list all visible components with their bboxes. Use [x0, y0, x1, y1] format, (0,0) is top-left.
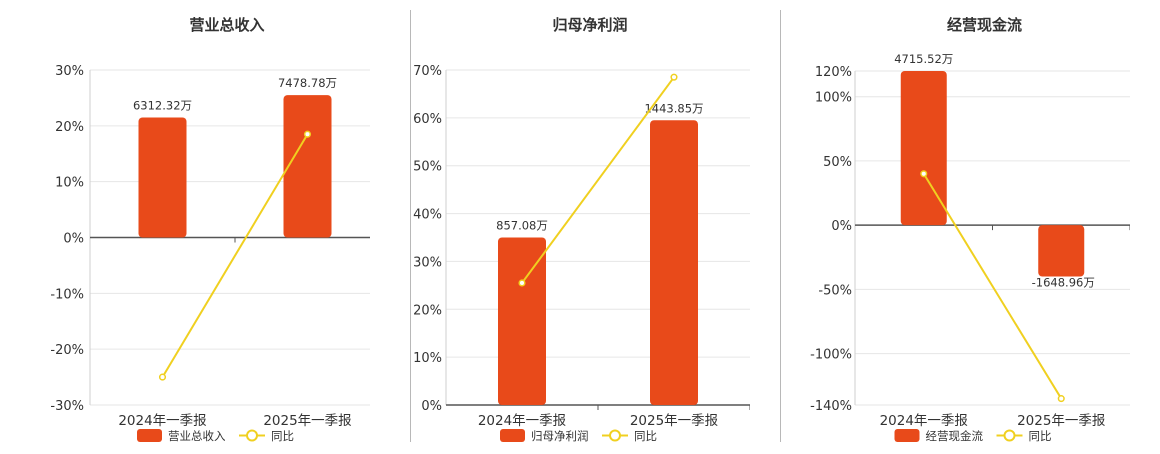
net-profit-y-tick-label: 50%: [413, 160, 442, 175]
net-profit-legend-bar-label: 归母净利润: [531, 429, 589, 443]
cash-flow-legend-bar-swatch: [894, 429, 920, 442]
revenue-yoy-point: [303, 130, 312, 138]
net-profit-y-tick-label: 20%: [413, 303, 442, 318]
cash-flow-y-tick-label: 0%: [831, 219, 852, 234]
net-profit-bar-data-label: 1443.85万: [644, 101, 703, 115]
cash-flow-chart: 经营现金流 120% 100% 50% 0% -50% -100% -140% 4715.52万…: [810, 16, 1131, 443]
cash-flow-legend-line-marker: [1003, 429, 1016, 442]
cash-flow-yoy-point: [920, 170, 928, 178]
cash-flow-chart-panel: 经营现金流 120% 100% 50% 0% -50% -100% -140% 4715.52万…: [760, 0, 1131, 450]
revenue-bar-data-label: 7478.78万: [278, 76, 337, 90]
net-profit-x-tick-label: 2024年一季报: [478, 413, 566, 429]
net-profit-y-tick-label: 60%: [413, 112, 442, 127]
cash-flow-y-tick-label: -100%: [810, 348, 852, 363]
revenue-bar: [283, 95, 332, 238]
cash-flow-legend-line-label: 同比: [1029, 429, 1052, 443]
net-profit-y-tick-label: 0%: [421, 399, 442, 414]
cash-flow-bar-data-label: -1648.96万: [1032, 276, 1095, 290]
cash-flow-legend-bar-label: 经营现金流: [926, 429, 984, 443]
revenue-bar: [138, 117, 187, 238]
revenue-x-tick-label: 2025年一季报: [263, 413, 351, 429]
cash-flow-bar: [1038, 225, 1085, 277]
cash-flow-y-tick-label: 50%: [823, 155, 852, 170]
revenue-legend-bar-swatch: [137, 429, 162, 442]
net-profit-legend-line-label: 同比: [634, 429, 657, 443]
cash-flow-yoy-line: [922, 173, 1063, 400]
net-profit-yoy-point: [670, 73, 678, 81]
revenue-yoy-line: [161, 133, 309, 378]
cash-flow-x-tick-label: 2025年一季报: [1017, 413, 1105, 429]
revenue-chart: 营业总收入 30% 20% 10% 0% -10% -20% -30% 6312.32万 7478…: [50, 16, 381, 443]
cash-flow-bar-data-label: 4715.52万: [894, 52, 953, 66]
revenue-y-tick-label: -20%: [50, 343, 84, 358]
revenue-chart-panel: 营业总收入 30% 20% 10% 0% -10% -20% -30% 6312.32万 7478…: [0, 0, 381, 450]
net-profit-chart: 归母净利润 70% 60% 50% 40% 30% 20% 10% 0% 857.08万 1443.…: [413, 16, 751, 443]
net-profit-bar-data-label: 857.08万: [496, 219, 548, 233]
cash-flow-y-tick-label: -140%: [810, 399, 852, 414]
panel-divider: [410, 10, 411, 442]
revenue-legend-bar-label: 营业总收入: [168, 429, 226, 443]
revenue-y-tick-label: -30%: [50, 399, 84, 414]
revenue-y-tick-label: 0%: [63, 232, 84, 247]
revenue-y-tick-label: -10%: [50, 287, 84, 302]
net-profit-bar: [650, 120, 698, 405]
cash-flow-y-tick-label: 120%: [815, 65, 852, 80]
revenue-legend-line-label: 同比: [271, 429, 294, 443]
net-profit-legend-bar-swatch: [500, 429, 525, 442]
panel-divider: [780, 10, 781, 442]
net-profit-chart-panel: 归母净利润 70% 60% 50% 40% 30% 20% 10% 0% 857.08万 1443.…: [380, 0, 751, 450]
cash-flow-yoy-point: [1057, 395, 1065, 403]
revenue-legend-line-marker: [246, 429, 258, 442]
revenue-bar-data-label: 6312.32万: [133, 98, 192, 112]
net-profit-chart-title: 归母净利润: [552, 16, 627, 34]
cash-flow-x-tick-label: 2024年一季报: [880, 413, 968, 429]
net-profit-y-tick-label: 30%: [413, 255, 442, 270]
revenue-y-tick-label: 20%: [55, 120, 84, 135]
revenue-x-tick-label: 2024年一季报: [118, 413, 206, 429]
cash-flow-y-tick-label: 100%: [815, 91, 852, 106]
cash-flow-chart-title: 经营现金流: [947, 16, 1022, 34]
net-profit-y-tick-label: 70%: [413, 64, 442, 79]
revenue-yoy-point: [158, 373, 167, 381]
revenue-y-tick-label: 10%: [55, 176, 84, 191]
cash-flow-bar: [900, 71, 947, 226]
net-profit-yoy-point: [518, 279, 526, 287]
net-profit-legend-line-marker: [609, 429, 621, 442]
net-profit-yoy-line: [521, 76, 675, 284]
net-profit-x-tick-label: 2025年一季报: [630, 413, 718, 429]
cash-flow-y-tick-label: -50%: [818, 283, 852, 298]
net-profit-y-tick-label: 40%: [413, 208, 442, 223]
revenue-y-tick-label: 30%: [55, 64, 84, 79]
revenue-chart-title: 营业总收入: [189, 16, 264, 34]
net-profit-y-tick-label: 10%: [413, 351, 442, 366]
net-profit-bar: [498, 237, 546, 405]
